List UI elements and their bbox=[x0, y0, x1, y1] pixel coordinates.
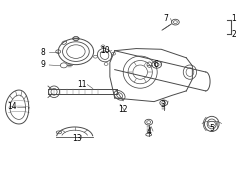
Text: 5: 5 bbox=[209, 124, 214, 133]
Text: 2: 2 bbox=[231, 30, 236, 39]
Text: 9: 9 bbox=[41, 60, 46, 69]
Text: 12: 12 bbox=[119, 105, 128, 114]
Text: 11: 11 bbox=[77, 80, 87, 89]
Text: 8: 8 bbox=[41, 48, 46, 57]
Text: 10: 10 bbox=[100, 46, 110, 55]
Text: 1: 1 bbox=[231, 14, 236, 23]
Text: 13: 13 bbox=[72, 134, 82, 143]
Text: 3: 3 bbox=[161, 100, 166, 109]
Text: 4: 4 bbox=[146, 127, 151, 136]
Text: 6: 6 bbox=[153, 60, 158, 69]
Text: 7: 7 bbox=[163, 14, 168, 23]
Text: 14: 14 bbox=[8, 102, 17, 111]
